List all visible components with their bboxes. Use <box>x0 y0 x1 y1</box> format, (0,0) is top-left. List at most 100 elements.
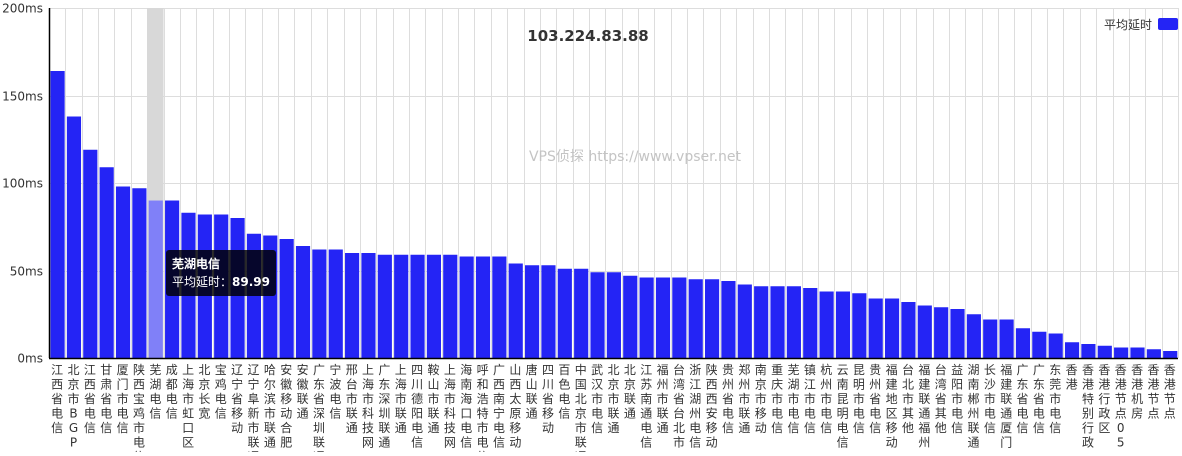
bar <box>1015 328 1031 358</box>
bar <box>1114 347 1129 358</box>
bar <box>99 167 114 358</box>
x-tick-label: 香港机房 <box>1131 363 1143 421</box>
bar <box>66 116 82 358</box>
bar <box>623 275 638 358</box>
x-tick-label: 上海市虹口区 <box>182 363 194 450</box>
bar <box>475 256 491 358</box>
x-tick-label: 福建地区移动 <box>886 362 898 450</box>
bar <box>295 246 311 358</box>
chart-title: 103.224.83.88 <box>527 27 648 45</box>
x-tick-label: 山西太原移动 <box>509 363 521 450</box>
bar <box>835 291 851 358</box>
x-tick-label: 甘肃省电信 <box>100 363 112 435</box>
x-tick-label: 贵州省电信 <box>722 363 734 435</box>
x-tick-label: 镇江市电信 <box>804 363 816 435</box>
bar <box>345 253 360 358</box>
x-tick-label: 湖南郴州联通 <box>967 362 979 450</box>
bar <box>999 319 1014 358</box>
bar <box>934 307 949 358</box>
x-tick-label: 贵州省电信 <box>869 363 881 435</box>
y-tick-label: 150ms <box>2 90 43 104</box>
bar <box>754 286 769 358</box>
x-tick-label: 哈尔滨市联通 <box>264 363 276 450</box>
legend-swatch <box>1158 18 1178 30</box>
x-tick-label: 东莞市电信 <box>1049 363 1061 435</box>
tooltip-label: 平均延时： <box>172 275 233 289</box>
y-tick-label: 0ms <box>17 352 43 366</box>
bar <box>721 281 736 358</box>
x-tick-label: 郑州市联通 <box>738 362 750 435</box>
x-tick-label: 陕西西安移动 <box>706 362 718 450</box>
x-tick-label: 四川德阳电信 <box>411 363 423 450</box>
x-tick-label: 北京市 B G P <box>68 363 80 450</box>
x-tick-label: 百色电信 <box>558 363 570 421</box>
bar <box>574 268 589 358</box>
x-tick-label: 云南昆明电信 <box>837 363 849 450</box>
bar <box>377 254 392 358</box>
bar <box>508 263 523 358</box>
bar <box>688 279 703 358</box>
bar <box>966 314 981 358</box>
bar <box>803 288 818 358</box>
legend[interactable]: 平均延时 <box>1104 18 1178 32</box>
x-tick-label: 香港行政区 <box>1098 363 1110 435</box>
tooltip-title: 芜湖电信 <box>172 257 221 271</box>
bar <box>1146 349 1161 358</box>
bar <box>639 277 654 358</box>
tooltip: 芜湖电信 平均延时：89.99 <box>166 250 276 296</box>
bar <box>459 256 474 358</box>
x-tick-label: 辽宁阜新市联通 <box>248 363 260 452</box>
bar <box>1048 333 1063 358</box>
x-tick-label: 鞍山市联通 <box>428 362 440 435</box>
bar <box>492 256 507 358</box>
bar <box>606 272 621 358</box>
bar <box>737 284 752 358</box>
bar <box>279 239 294 358</box>
bar <box>115 186 131 358</box>
x-tick-label: 安徽联通 <box>297 362 309 421</box>
bars-layer <box>50 71 1178 358</box>
bar <box>901 302 916 358</box>
y-tick-label: 200ms <box>2 2 43 16</box>
bar <box>50 71 65 358</box>
bar <box>557 268 572 358</box>
x-tick-label: 广东深圳联通 <box>378 363 390 450</box>
x-tick-label: 香港节点 0 5 <box>1115 363 1127 450</box>
x-tick-label: 香港节点 <box>1164 363 1176 421</box>
legend-label: 平均延时 <box>1104 18 1152 32</box>
x-tick-label: 昆明市电信 <box>853 363 865 435</box>
x-tick-label: 宝鸡电信 <box>215 363 227 421</box>
bar <box>525 265 540 358</box>
bar <box>132 188 147 358</box>
bar <box>394 254 409 358</box>
x-tick-label: 南京市移动 <box>755 362 767 435</box>
x-tick-label: 安徽移动合肥 <box>280 362 292 450</box>
bar <box>1163 351 1178 358</box>
x-tick-label: 唐山联通 <box>526 362 538 421</box>
bar <box>819 291 834 358</box>
bar <box>361 253 376 358</box>
x-tick-label: 台北市其他 <box>902 362 914 435</box>
x-tick-label: 香港 <box>1066 363 1078 392</box>
bar <box>328 249 343 358</box>
bar <box>983 319 998 358</box>
bar <box>1130 347 1145 358</box>
x-tick-label: 北京联通 <box>624 363 636 421</box>
x-tick-label: 海南海口电信 <box>460 362 472 450</box>
x-tick-label: 广西南宁电信 <box>493 363 505 450</box>
x-tick-label: 福建联通厦门 <box>1000 362 1012 450</box>
x-tick-label: 台湾省台北市 <box>673 362 685 450</box>
x-tick-label: 浙江湖州电信 <box>689 363 701 450</box>
bar <box>950 309 965 358</box>
x-tick-label: 芜湖市电信 <box>787 363 799 435</box>
y-tick-label: 50ms <box>10 265 43 279</box>
bar <box>1097 345 1112 358</box>
bar <box>410 254 425 358</box>
x-tick-label: 陕西宝鸡市电信 <box>133 362 145 452</box>
bar <box>917 305 932 358</box>
bar <box>704 279 720 358</box>
bar <box>672 277 687 358</box>
x-tick-label: 成都电信 <box>166 363 178 421</box>
